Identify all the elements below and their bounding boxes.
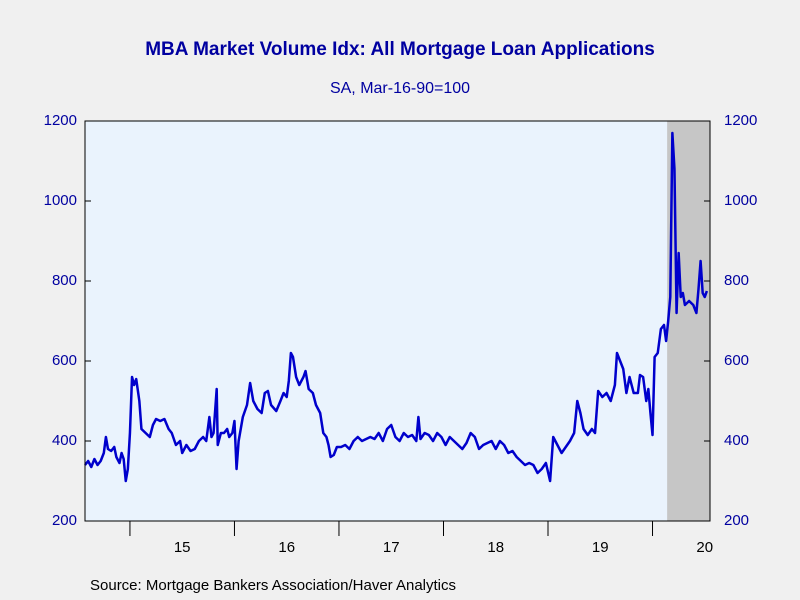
plot-frame [84, 120, 711, 522]
source-note: Source: Mortgage Bankers Association/Hav… [90, 577, 456, 594]
chart-title: MBA Market Volume Idx: All Mortgage Loan… [145, 39, 655, 60]
x-tick-label: 19 [592, 539, 609, 556]
y-tick-label: 800 [52, 272, 77, 289]
y2-tick-label: 200 [724, 512, 749, 529]
y2-tick-label: 1200 [724, 112, 757, 129]
x-tick-label: 18 [487, 539, 504, 556]
x-tick-label: 17 [383, 539, 400, 556]
x-tick-label: 15 [174, 539, 191, 556]
x-tick-label: 16 [278, 539, 295, 556]
plot-area [85, 121, 710, 521]
chart-subtitle: SA, Mar-16-90=100 [330, 80, 470, 97]
y-tick-label: 1200 [44, 112, 77, 129]
y-tick-label: 1000 [44, 192, 77, 209]
y2-tick-label: 600 [724, 352, 749, 369]
y-tick-label: 200 [52, 512, 77, 529]
y2-tick-label: 1000 [724, 192, 757, 209]
x-tick-label: 20 [696, 539, 713, 556]
y-tick-label: 600 [52, 352, 77, 369]
data-line [84, 131, 709, 483]
y2-tick-label: 400 [724, 432, 749, 449]
y2-tick-label: 800 [724, 272, 749, 289]
y-tick-label: 400 [52, 432, 77, 449]
